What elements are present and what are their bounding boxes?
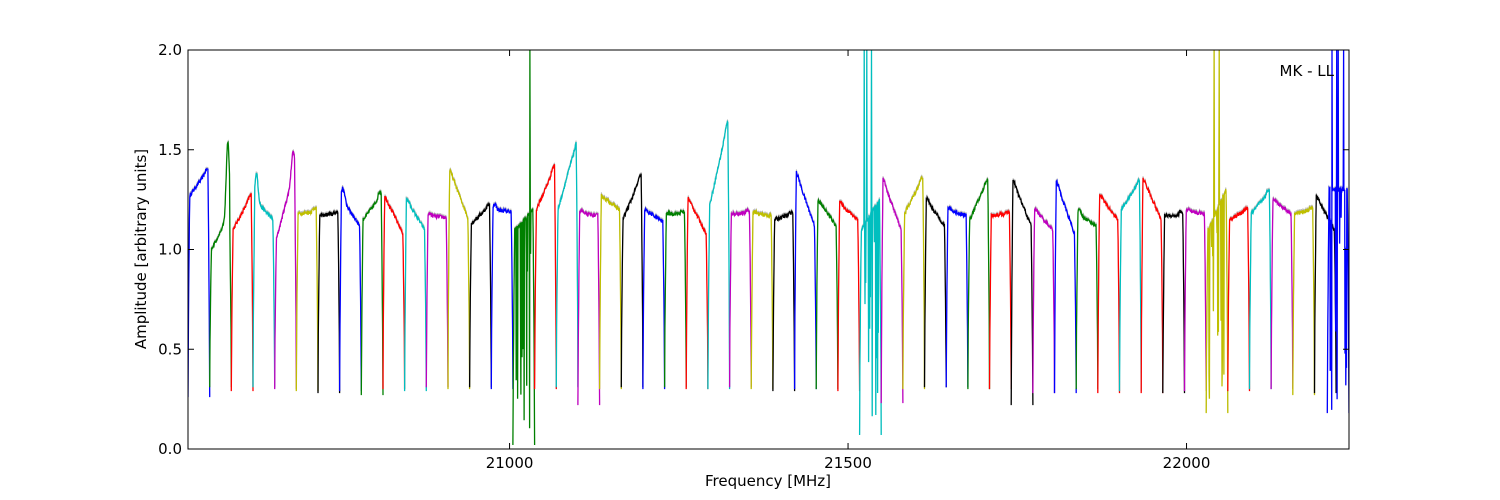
series-line-8: [338, 186, 362, 392]
series-line-11: [403, 196, 427, 392]
series-line-54: [1326, 50, 1349, 414]
series-line-31: [837, 200, 861, 392]
series-line-27: [750, 208, 774, 390]
series-line-28: [772, 209, 796, 392]
chart-annotation: MK - LL: [1280, 62, 1335, 80]
series-line-6: [295, 206, 319, 392]
series-line-14: [468, 201, 492, 388]
series-line-20: [598, 193, 622, 390]
series-line-51: [1270, 196, 1294, 390]
series-line-38: [988, 208, 1012, 390]
series-line-18: [555, 141, 579, 388]
series-line-50: [1248, 188, 1272, 390]
series-line-43: [1097, 193, 1121, 394]
series-line-23: [663, 209, 687, 388]
x-tick-label: 22000: [1163, 454, 1211, 472]
series-line-32: [858, 50, 882, 436]
x-tick-label: 21000: [486, 454, 534, 472]
series-line-25: [707, 120, 731, 390]
series-line-48: [1205, 50, 1229, 414]
y-tick-label: 0.5: [158, 340, 182, 358]
series-line-36: [945, 205, 969, 388]
x-tick-label: 21500: [824, 454, 872, 472]
series-line-49: [1227, 205, 1251, 392]
series-line-40: [1032, 207, 1056, 394]
series-line-5: [274, 150, 297, 390]
series-line-22: [642, 206, 666, 390]
series-line-41: [1053, 178, 1077, 394]
series-line-2: [209, 140, 232, 388]
series-line-30: [815, 197, 839, 390]
series-line-37: [967, 178, 991, 390]
y-tick-label: 2.0: [158, 41, 182, 59]
series-line-1: [188, 167, 211, 398]
series-line-12: [425, 211, 449, 388]
series-line-52: [1292, 205, 1316, 396]
series-line-3: [230, 193, 254, 392]
series-line-9: [360, 189, 384, 396]
series-line-39: [1010, 179, 1034, 406]
series-line-19: [577, 208, 601, 406]
series-line-33: [880, 177, 904, 404]
series-layer: [188, 50, 1349, 446]
series-line-26: [728, 207, 752, 388]
series-line-34: [902, 175, 926, 390]
series-line-15: [490, 201, 514, 390]
y-tick-label: 1.5: [158, 141, 182, 159]
x-axis-label: Frequency [MHz]: [705, 472, 831, 490]
series-line-45: [1140, 177, 1164, 394]
series-line-13: [447, 167, 471, 390]
series-line-42: [1075, 207, 1099, 390]
series-line-7: [317, 209, 341, 394]
y-tick-label: 0.0: [158, 440, 182, 458]
series-line-47: [1183, 206, 1207, 392]
y-axis-label: Amplitude [arbitrary units]: [132, 149, 150, 349]
series-reference-line: [512, 50, 536, 444]
series-line-4: [252, 172, 276, 388]
series-line-29: [793, 170, 817, 390]
series-line-16: [512, 50, 536, 446]
y-tick-label: 1.0: [158, 241, 182, 259]
ticks-layer: 21000 21500 22000 0.0 0.5 1.0 1.5 2.0: [158, 41, 1349, 472]
series-line-24: [685, 196, 709, 390]
series-line-35: [923, 194, 947, 388]
series-line-10: [382, 196, 406, 390]
series-line-17: [533, 164, 557, 390]
series-line-21: [620, 173, 644, 388]
series-line-46: [1162, 209, 1186, 394]
series-line-44: [1118, 177, 1142, 392]
